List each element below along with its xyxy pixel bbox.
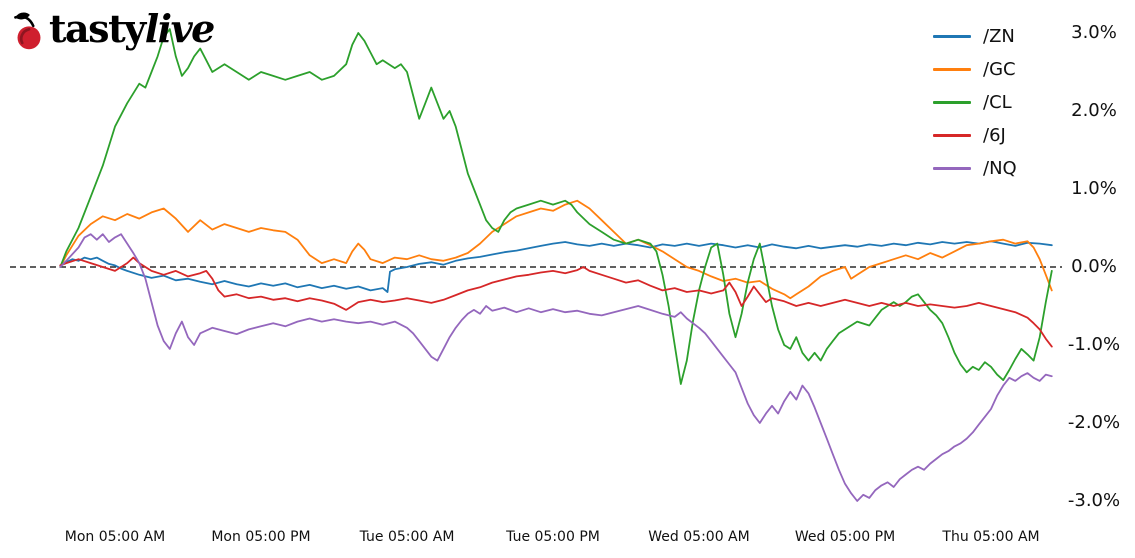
legend-label-6j: /6J <box>983 125 1006 146</box>
legend-item-cl: /CL <box>933 86 1017 119</box>
brand-wordmark: tastylive <box>49 6 216 51</box>
legend-item-6j: /6J <box>933 119 1017 152</box>
legend-item-zn: /ZN <box>933 20 1017 53</box>
series-line-gc <box>59 199 1053 300</box>
legend-line-swatch-zn <box>933 35 971 38</box>
series-line-cl <box>59 28 1053 385</box>
tastylive-logo: tastylive <box>12 6 216 56</box>
series-line-nq <box>59 233 1053 502</box>
legend-line-swatch-gc <box>933 68 971 71</box>
legend-label-gc: /GC <box>983 59 1016 80</box>
legend-label-zn: /ZN <box>983 26 1015 47</box>
legend-line-swatch-nq <box>933 167 971 170</box>
cherry-icon <box>12 10 46 56</box>
legend-line-swatch-6j <box>933 134 971 137</box>
legend-item-nq: /NQ <box>933 152 1017 185</box>
series-line-zn <box>59 240 1053 293</box>
legend-label-cl: /CL <box>983 92 1012 113</box>
brand-text-live: live <box>144 6 216 51</box>
brand-text-tasty: tasty <box>49 6 146 51</box>
series-line-6j <box>59 256 1053 348</box>
legend-item-gc: /GC <box>933 53 1017 86</box>
legend-line-swatch-cl <box>933 101 971 104</box>
chart-legend: /ZN/GC/CL/6J/NQ <box>933 20 1017 185</box>
legend-label-nq: /NQ <box>983 158 1017 179</box>
